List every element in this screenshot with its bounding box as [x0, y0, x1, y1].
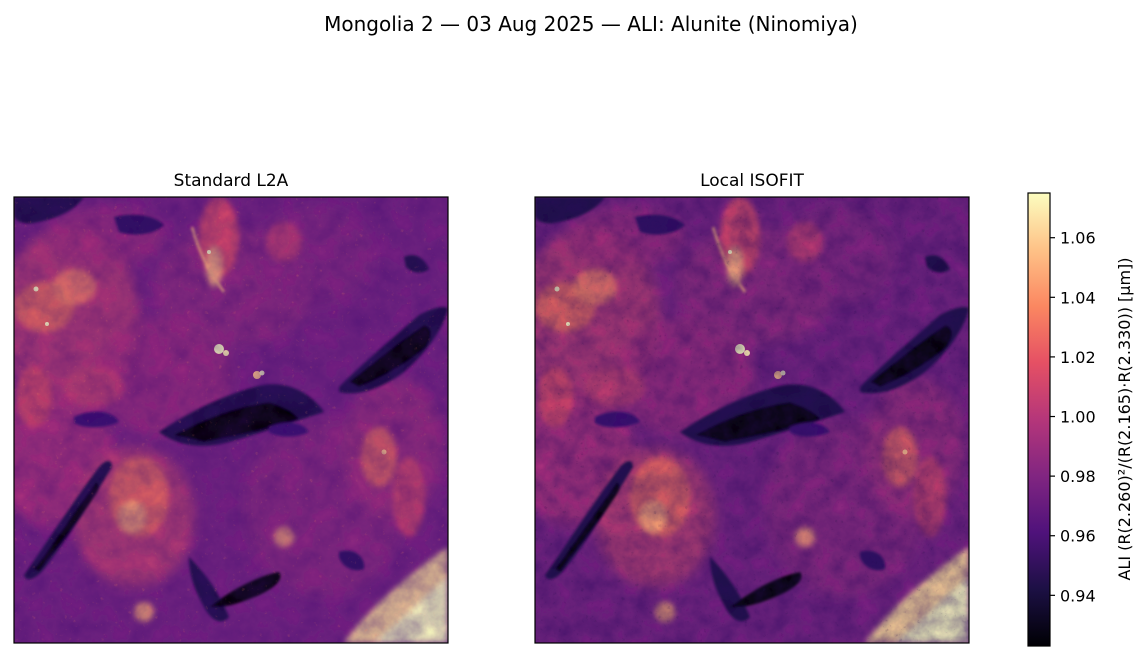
standard-l2a-image — [14, 197, 448, 643]
colorbar-gradient — [1028, 193, 1050, 646]
panel-title: Standard L2A — [174, 171, 289, 191]
colorbar: 0.94 0.96 0.98 1.00 1.02 1.04 1.06 ALI (R(2.26… — [1027, 192, 1134, 647]
colorbar-tick-label: 1.06 — [1060, 229, 1096, 248]
colorbar-label: ALI (R(2.260)²/(R(2.165)·R(2.330)) [µm]) — [1115, 257, 1134, 580]
figure-title: Mongolia 2 — 03 Aug 2025 — ALI: Alunite … — [324, 12, 858, 36]
colorbar-tick-label: 1.02 — [1060, 348, 1096, 367]
colorbar-tick-label: 0.96 — [1060, 527, 1096, 546]
panel-frame — [534, 196, 970, 644]
colorbar-tick-label: 1.04 — [1060, 288, 1096, 307]
panel-title: Local ISOFIT — [700, 171, 804, 191]
panel-standard-l2a: Standard L2A — [13, 171, 449, 644]
colorbar-tick-label: 0.94 — [1060, 586, 1096, 605]
colorbar-tick-label: 0.98 — [1060, 467, 1096, 486]
colorbar-ticks: 0.94 0.96 0.98 1.00 1.02 1.04 1.06 — [1050, 229, 1096, 605]
panel-frame — [13, 196, 449, 644]
colorbar-tick-label: 1.00 — [1060, 408, 1096, 427]
panel-local-isofit: Local ISOFIT — [534, 171, 970, 644]
local-isofit-image — [535, 197, 969, 643]
colorbar-frame — [1027, 192, 1051, 647]
